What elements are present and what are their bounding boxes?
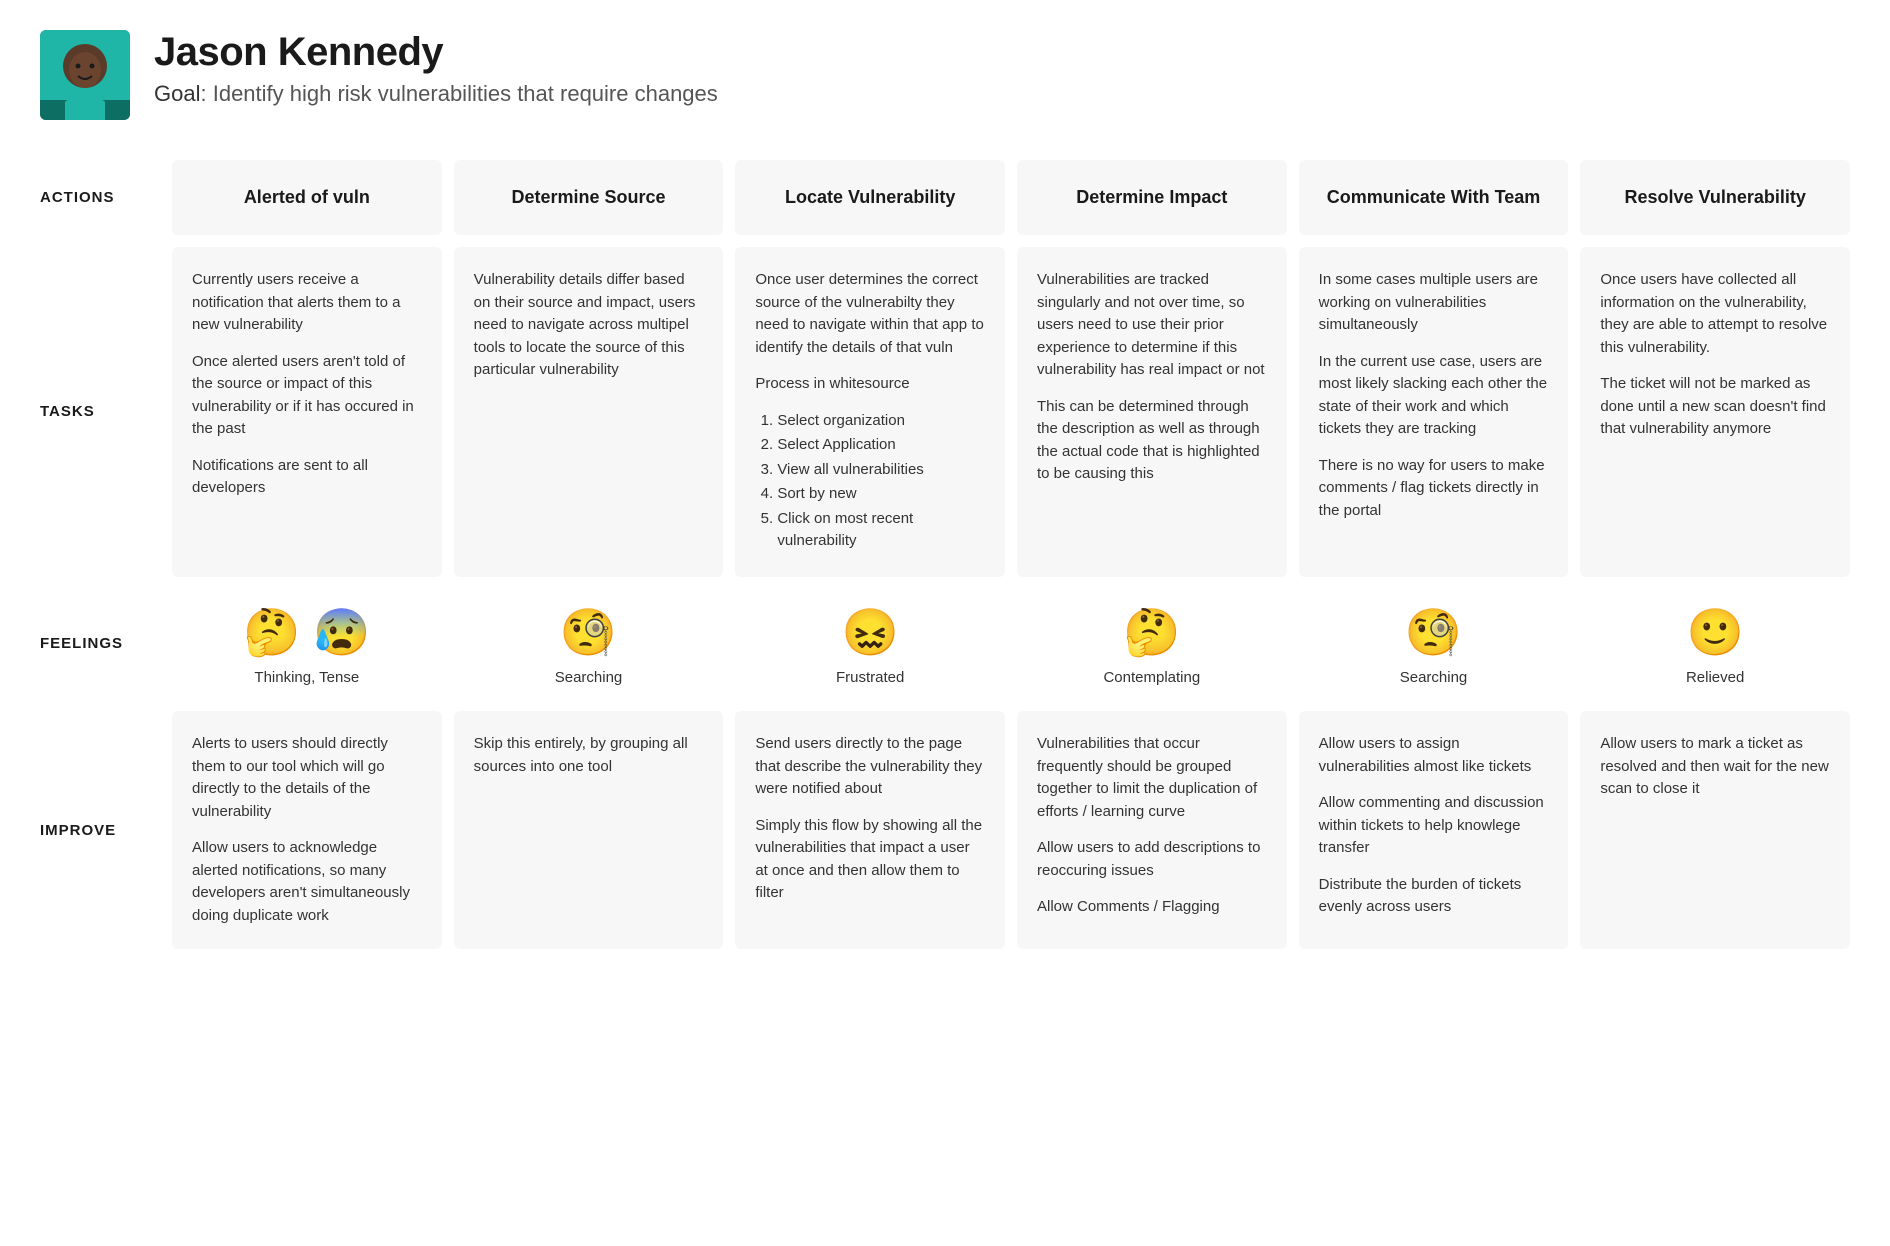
improve-text: Skip this entirely, by grouping all sour… [474,733,704,778]
task-ordered-list: Select organizationSelect ApplicationVie… [755,410,985,553]
feelings-emoji-icon: 😖 [745,609,995,655]
task-text: Currently users receive a notification t… [192,269,422,337]
task-cell-5: Once users have collected all informatio… [1580,247,1850,577]
task-text: This can be determined through the descr… [1037,396,1267,486]
action-cell-1: Determine Source [454,160,724,235]
improve-text: Simply this flow by showing all the vuln… [755,815,985,905]
persona-header-text: Jason Kennedy Goal: Identify high risk v… [154,30,718,107]
task-text: There is no way for users to make commen… [1319,455,1549,523]
improve-text: Vulnerabilities that occur frequently sh… [1037,733,1267,823]
task-list-item: Click on most recent vulnerability [777,508,985,553]
feelings-emoji-icon: 🤔 [1027,609,1277,655]
row-label-tasks: TASKS [40,247,160,577]
feelings-cell-1: 🧐 Searching [454,589,724,700]
task-text: Vulnerability details differ based on th… [474,269,704,382]
row-label-improve: IMPROVE [40,711,160,949]
task-list-item: Select organization [777,410,985,433]
improve-text: Allow users to acknowledge alerted notif… [192,837,422,927]
avatar-icon [40,30,130,120]
task-cell-1: Vulnerability details differ based on th… [454,247,724,577]
improve-cell-4: Allow users to assign vulnerabilities al… [1299,711,1569,949]
goal-label: Goal [154,81,200,106]
avatar [40,30,130,120]
persona-header: Jason Kennedy Goal: Identify high risk v… [40,30,1850,120]
feelings-label: Contemplating [1027,667,1277,690]
journey-map-grid: ACTIONSAlerted of vulnDetermine SourceLo… [40,160,1850,949]
action-cell-4: Communicate With Team [1299,160,1569,235]
improve-text: Allow users to mark a ticket as resolved… [1600,733,1830,801]
feelings-emoji-icon: 🤔 😰 [182,609,432,655]
task-text: Once alerted users aren't told of the so… [192,351,422,441]
persona-goal: Goal: Identify high risk vulnerabilities… [154,81,718,107]
improve-text: Distribute the burden of tickets evenly … [1319,874,1549,919]
task-list-item: Sort by new [777,483,985,506]
improve-cell-5: Allow users to mark a ticket as resolved… [1580,711,1850,949]
feelings-label: Searching [464,667,714,690]
feelings-cell-5: 🙂 Relieved [1580,589,1850,700]
improve-text: Allow users to add descriptions to reocc… [1037,837,1267,882]
task-list-intro: Process in whitesource [755,373,985,396]
feelings-label: Relieved [1590,667,1840,690]
action-cell-2: Locate Vulnerability [735,160,1005,235]
task-text: Once users have collected all informatio… [1600,269,1830,359]
task-list-item: Select Application [777,434,985,457]
feelings-cell-0: 🤔 😰 Thinking, Tense [172,589,442,700]
improve-text: Alerts to users should directly them to … [192,733,422,823]
feelings-emoji-icon: 🧐 [1309,609,1559,655]
task-list-item: View all vulnerabilities [777,459,985,482]
task-text: Notifications are sent to all developers [192,455,422,500]
task-text: In some cases multiple users are working… [1319,269,1549,337]
task-text: Once user determines the correct source … [755,269,985,359]
improve-text: Allow Comments / Flagging [1037,896,1267,919]
improve-text: Allow commenting and discussion within t… [1319,792,1549,860]
action-cell-3: Determine Impact [1017,160,1287,235]
action-cell-0: Alerted of vuln [172,160,442,235]
task-text: In the current use case, users are most … [1319,351,1549,441]
improve-cell-2: Send users directly to the page that des… [735,711,1005,949]
feelings-cell-3: 🤔 Contemplating [1017,589,1287,700]
improve-cell-3: Vulnerabilities that occur frequently sh… [1017,711,1287,949]
improve-text: Send users directly to the page that des… [755,733,985,801]
task-cell-4: In some cases multiple users are working… [1299,247,1569,577]
row-label-feelings: FEELINGS [40,589,160,700]
task-text: The ticket will not be marked as done un… [1600,373,1830,441]
feelings-label: Searching [1309,667,1559,690]
feelings-label: Frustrated [745,667,995,690]
task-cell-0: Currently users receive a notification t… [172,247,442,577]
row-label-actions: ACTIONS [40,160,160,235]
persona-name: Jason Kennedy [154,30,718,75]
improve-cell-0: Alerts to users should directly them to … [172,711,442,949]
improve-text: Allow users to assign vulnerabilities al… [1319,733,1549,778]
feelings-cell-2: 😖 Frustrated [735,589,1005,700]
improve-cell-1: Skip this entirely, by grouping all sour… [454,711,724,949]
feelings-emoji-icon: 🧐 [464,609,714,655]
feelings-emoji-icon: 🙂 [1590,609,1840,655]
action-cell-5: Resolve Vulnerability [1580,160,1850,235]
feelings-label: Thinking, Tense [182,667,432,690]
feelings-cell-4: 🧐 Searching [1299,589,1569,700]
goal-text: Identify high risk vulnerabilities that … [213,81,718,106]
task-cell-2: Once user determines the correct source … [735,247,1005,577]
task-text: Vulnerabilities are tracked singularly a… [1037,269,1267,382]
task-cell-3: Vulnerabilities are tracked singularly a… [1017,247,1287,577]
